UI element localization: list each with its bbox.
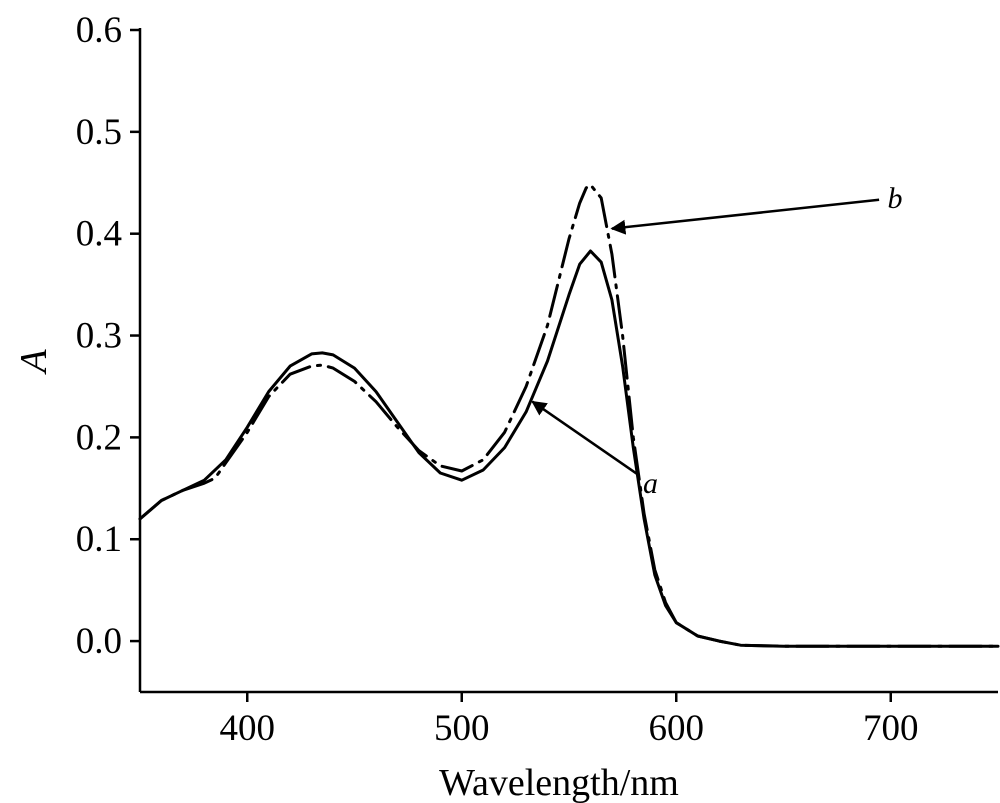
series-layer bbox=[138, 183, 1000, 648]
x-tick-label: 700 bbox=[863, 708, 919, 749]
x-tick-label: 500 bbox=[434, 708, 490, 749]
y-axis-title: A bbox=[13, 349, 55, 376]
y-tick-label: 0.3 bbox=[76, 316, 122, 357]
annotation-arrow-b bbox=[610, 198, 880, 235]
series-a bbox=[138, 249, 1000, 648]
y-tick-label: 0.2 bbox=[76, 417, 122, 458]
annotation-layer: ab bbox=[531, 182, 903, 500]
x-tick-label: 600 bbox=[649, 708, 705, 749]
annotation-label-b: b bbox=[888, 182, 903, 215]
x-ticks: 400 500 600 700 bbox=[220, 692, 919, 749]
x-tick-label: 400 bbox=[220, 708, 276, 749]
axes bbox=[138, 28, 998, 694]
y-tick-label: 0.0 bbox=[76, 621, 122, 662]
y-tick-label: 0.5 bbox=[76, 112, 122, 153]
y-tick-label: 0.6 bbox=[76, 10, 122, 51]
y-ticks: 0.0 0.1 0.2 0.3 0.4 0.5 0.6 bbox=[76, 10, 140, 662]
annotation-label-a: a bbox=[643, 467, 658, 500]
x-axis-title: Wavelength/nm bbox=[439, 762, 679, 803]
series-b bbox=[138, 183, 1000, 648]
y-tick-label: 0.1 bbox=[76, 519, 122, 560]
y-tick-label: 0.4 bbox=[76, 214, 122, 255]
annotation-arrow-a bbox=[531, 400, 639, 476]
